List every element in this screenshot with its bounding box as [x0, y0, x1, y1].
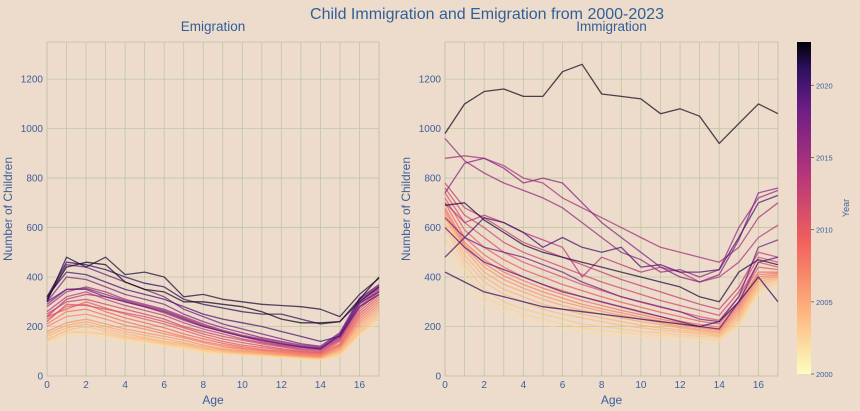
y-tick-label: 200	[26, 322, 43, 333]
x-tick-label: 14	[315, 380, 327, 391]
y-axis-label: Number of Children	[399, 157, 413, 261]
series-line-2012	[444, 187, 779, 317]
colorbar-ticks: 2000 2005 2010 2015 2020	[811, 81, 833, 379]
y-tick-label: 400	[26, 273, 43, 284]
plot-frame	[46, 41, 380, 377]
x-tick-label: 8	[200, 380, 206, 391]
x-tick-label: 0	[442, 380, 448, 391]
y-tick-label: 600	[26, 223, 43, 234]
series-line-2003	[444, 222, 779, 338]
series-line-2011	[46, 293, 380, 354]
y-tick-label: 0	[37, 372, 43, 383]
x-axis-label: Age	[601, 393, 623, 407]
x-tick-label: 8	[599, 380, 605, 391]
colorbar-tick-label: 2010	[816, 226, 833, 235]
x-tick-label: 2	[83, 380, 89, 391]
series-line-2022	[444, 202, 779, 303]
y-tick-label: 800	[26, 174, 43, 185]
series-line-2019	[46, 288, 380, 350]
series-line-2021	[444, 271, 779, 328]
x-tick-label: 4	[521, 380, 527, 391]
colorbar-tick-label: 2015	[816, 153, 833, 162]
colorbar-tick-label: 2000	[816, 370, 833, 379]
series-line-2007	[46, 303, 380, 357]
series-line-2004	[444, 217, 779, 336]
x-axis-label: Age	[202, 393, 224, 407]
y-tick-label: 200	[424, 322, 441, 333]
x-tick-label: 0	[44, 380, 50, 391]
panel-emigration: 0 2 4 6 8 10 12 14 16 0 200 400 600 800 1000 1200 Emigra…	[1, 19, 380, 407]
x-tick-label: 2	[481, 380, 487, 391]
series-line-2023	[46, 261, 380, 324]
gridlines	[444, 42, 779, 377]
x-tick-label: 16	[354, 380, 366, 391]
x-tick-label: 16	[753, 380, 765, 391]
series-line-2006	[444, 212, 779, 333]
y-tick-label: 0	[435, 372, 441, 383]
series-line-2012	[46, 291, 380, 352]
series-line-2000	[46, 321, 380, 361]
x-tick-label: 12	[674, 380, 686, 391]
series-line-2013	[444, 182, 779, 310]
colorbar-gradient	[797, 42, 811, 374]
x-tick-label: 10	[237, 380, 249, 391]
colorbar-tick-label: 2005	[816, 298, 833, 307]
y-axis-label: Number of Children	[1, 157, 15, 261]
plot-frame	[444, 41, 779, 377]
series-line-2000	[444, 246, 779, 343]
series-line-2001	[444, 237, 779, 341]
y-tick-label: 400	[424, 273, 441, 284]
colorbar: 2000 2005 2010 2015 2020 Year	[797, 42, 851, 379]
series-line-2019	[444, 227, 779, 330]
y-tick-label: 800	[424, 174, 441, 185]
y-tick-label: 1200	[419, 75, 442, 86]
y-tick-label: 1000	[419, 124, 442, 135]
x-tick-label: 4	[122, 380, 128, 391]
series-line-2013	[46, 290, 380, 351]
y-tick-label: 600	[424, 223, 441, 234]
x-tick-label: 12	[276, 380, 288, 391]
series-lines	[444, 63, 779, 343]
series-line-2008	[46, 301, 380, 356]
series-line-2009	[46, 298, 380, 355]
series-line-2018	[46, 264, 380, 347]
y-tick-label: 1000	[21, 124, 44, 135]
x-tick-label: 6	[161, 380, 167, 391]
panel-immigration: 0 2 4 6 8 10 12 14 16 0 200 400 600 800 1000 1200 Immigr…	[399, 19, 779, 407]
series-line-2021	[46, 261, 380, 325]
series-line-2016	[444, 138, 779, 278]
series-line-2022	[46, 256, 380, 318]
subplot-title: Immigration	[576, 19, 647, 34]
series-line-2010	[46, 296, 380, 354]
series-line-2017	[46, 276, 380, 349]
series-line-2020	[46, 271, 380, 343]
series-line-2020	[444, 194, 779, 273]
series-line-2017	[444, 157, 779, 283]
y-tick-label: 1200	[21, 75, 44, 86]
gridlines	[46, 42, 380, 377]
series-line-2002	[444, 227, 779, 339]
subplot-title: Emigration	[181, 19, 246, 34]
x-tick-label: 10	[635, 380, 647, 391]
x-tick-label: 6	[560, 380, 566, 391]
colorbar-label: Year	[841, 199, 851, 217]
series-line-2007	[444, 209, 779, 331]
series-line-2023	[444, 63, 779, 145]
series-line-2015	[444, 155, 779, 263]
x-tick-label: 14	[714, 380, 726, 391]
figure-title: Child Immigration and Emigration from 20…	[310, 6, 664, 23]
series-line-2011	[444, 192, 779, 321]
series-lines	[46, 256, 380, 361]
colorbar-tick-label: 2020	[816, 81, 833, 90]
series-line-2010	[444, 197, 779, 325]
